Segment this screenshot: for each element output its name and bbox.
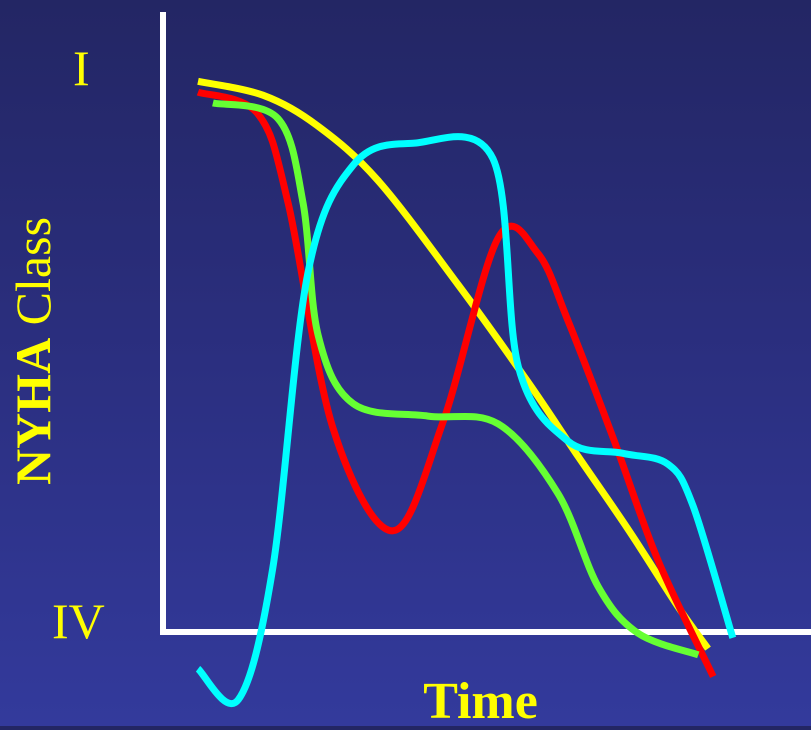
y-tick-class-iv: IV	[52, 593, 105, 649]
y-axis-label-bold: NYHA	[5, 337, 61, 486]
y-axis-label-rest: Class	[5, 216, 61, 338]
series-line-4	[195, 133, 737, 707]
y-axis-label-container: NYHA Class	[5, 180, 61, 522]
series-line-2	[196, 88, 717, 678]
y-axis-label: NYHA Class	[5, 216, 61, 486]
series-layer	[195, 77, 737, 707]
series-line-1	[197, 77, 711, 651]
series-line-3	[212, 99, 700, 659]
x-axis-label: Time	[423, 673, 538, 730]
y-tick-class-i: I	[73, 40, 90, 96]
